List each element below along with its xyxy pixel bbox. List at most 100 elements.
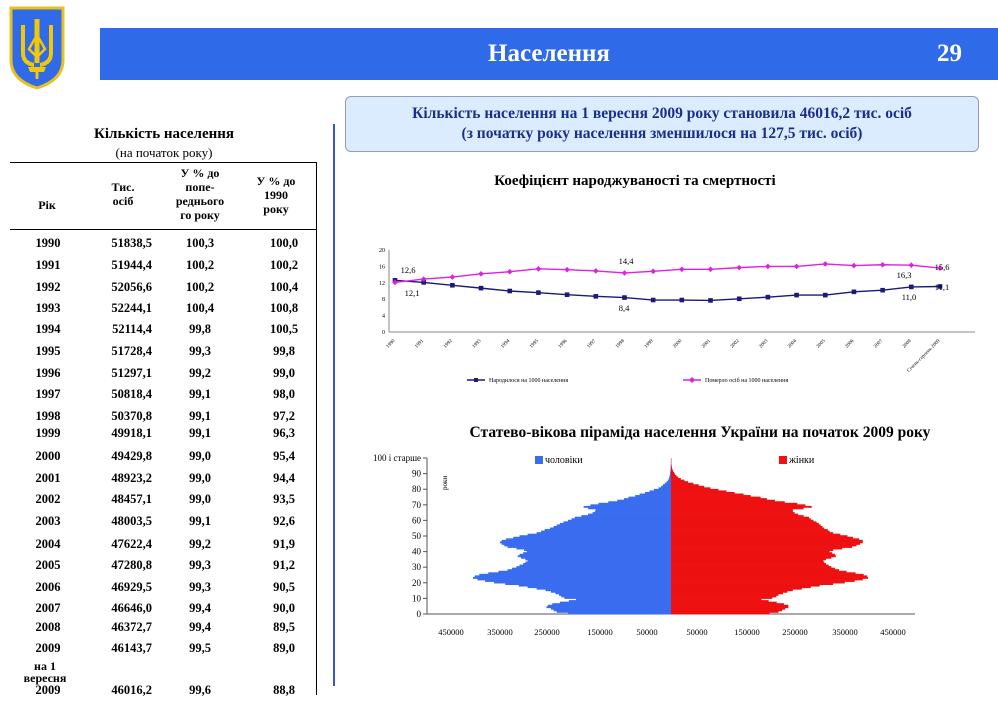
x-tick-label: 2006 <box>845 339 856 350</box>
table-top-border <box>10 162 317 163</box>
data-label: 11,0 <box>902 292 917 302</box>
cell-prev-pct: 99,5 <box>189 641 211 655</box>
x-tick-label: 2007 <box>873 339 884 350</box>
female-bar <box>671 508 793 511</box>
x-tick-label: 2000 <box>673 339 684 350</box>
deaths-point <box>478 270 484 277</box>
female-bar <box>671 549 834 552</box>
female-bar <box>671 516 809 519</box>
deaths-point <box>908 262 915 268</box>
female-bar <box>671 496 761 499</box>
female-bar <box>671 510 793 513</box>
female-bar <box>671 504 806 507</box>
male-bar <box>559 593 671 596</box>
male-bar <box>520 556 671 559</box>
births-point <box>507 288 513 294</box>
male-bar <box>517 555 671 558</box>
cell-pct-1990: 98,0 <box>273 387 295 401</box>
male-bar <box>662 484 671 487</box>
male-bar <box>556 524 671 527</box>
male-bar <box>623 498 671 501</box>
cell-pct-1990: 89,5 <box>273 620 295 634</box>
x-tick-label: 1990 <box>386 339 397 350</box>
female-bar <box>671 536 853 539</box>
female-bar <box>671 609 783 612</box>
header-1990-l2: 1990 <box>264 188 288 202</box>
legend-male-swatch <box>535 456 543 464</box>
cell-thousands: 46143,7 <box>111 641 152 655</box>
male-bar <box>479 573 671 576</box>
table-title: Кількість населення <box>93 126 235 142</box>
male-bar <box>658 487 671 490</box>
births-point <box>450 282 455 288</box>
table-subtitle: (на початок року) <box>115 145 213 160</box>
table-row: 1995 51728,4 99,3 99,8 <box>10 344 316 362</box>
cell-thousands: 51944,4 <box>111 258 152 272</box>
cell-thousands: 51838,5 <box>111 236 152 250</box>
female-bar <box>671 512 795 514</box>
female-bar <box>671 495 751 497</box>
births-point <box>708 298 713 303</box>
male-bar <box>498 570 671 573</box>
cell-year: 2009 <box>35 683 61 697</box>
coat-of-arms-logo <box>8 5 66 90</box>
cell-prev-pct: 99,4 <box>189 601 211 615</box>
cell-thousands: 46016,2 <box>111 683 152 697</box>
deaths-point <box>707 266 714 273</box>
last-row-label-l2: вересня <box>23 671 67 685</box>
cell-prev-pct: 99,1 <box>189 426 211 440</box>
male-bar <box>516 566 671 569</box>
male-bar <box>501 539 671 542</box>
deaths-point <box>650 268 656 275</box>
male-bar <box>567 519 671 522</box>
female-bar <box>671 542 861 545</box>
x-tick-label: 450000 <box>438 627 464 637</box>
female-bar <box>671 478 681 480</box>
y-tick-label: 20 <box>379 248 385 254</box>
female-bar <box>671 470 674 473</box>
y-tick-label: 100 і старше <box>373 453 421 463</box>
female-bar <box>671 507 804 510</box>
male-bar <box>574 516 671 519</box>
male-bar <box>553 525 671 528</box>
cell-prev-pct: 99,3 <box>189 344 211 358</box>
male-bar <box>525 561 671 564</box>
cell-pct-1990: 93,5 <box>273 492 295 506</box>
male-bar <box>666 481 671 484</box>
male-bar <box>588 507 671 510</box>
male-bar <box>667 479 671 482</box>
y-tick-label: 12 <box>379 281 385 287</box>
cell-prev-pct: 99,1 <box>189 387 211 401</box>
cell-prev-pct: 100,4 <box>185 301 215 315</box>
male-bar <box>501 542 671 545</box>
cell-thousands: 46372,7 <box>111 620 152 634</box>
cell-year: 1996 <box>35 366 61 380</box>
deaths-series-line <box>394 263 941 284</box>
male-bar <box>590 504 671 507</box>
cell-pct-1990: 90,5 <box>273 580 295 594</box>
deaths-point <box>679 266 685 273</box>
female-bar <box>671 606 789 609</box>
cell-thousands: 52114,4 <box>112 322 152 336</box>
male-bar <box>527 586 671 589</box>
female-bar <box>671 487 711 490</box>
table-row: 2000 49429,8 99,0 95,4 <box>10 449 316 467</box>
table-row: 1994 52114,4 99,8 100,5 <box>10 322 316 340</box>
female-bar <box>671 593 779 596</box>
female-bar <box>671 482 694 485</box>
table-row: 2008 46372,7 99,4 89,5 <box>10 620 316 638</box>
female-bar <box>671 584 820 587</box>
male-bar <box>567 612 671 615</box>
cell-pct-1990: 94,4 <box>273 471 295 485</box>
cell-year: 1991 <box>35 258 61 272</box>
male-bar <box>559 601 671 604</box>
male-bar <box>523 563 671 565</box>
deaths-point <box>736 264 743 271</box>
header-prev-l2: попе- <box>185 180 215 194</box>
legend-deaths-label: Померло осіб на 1000 населення <box>705 377 788 384</box>
cell-year: 1998 <box>35 409 61 423</box>
cell-pct-1990: 97,2 <box>273 409 295 423</box>
cell-prev-pct: 99,4 <box>189 620 211 634</box>
female-bar <box>671 498 767 501</box>
female-bar <box>671 600 769 602</box>
